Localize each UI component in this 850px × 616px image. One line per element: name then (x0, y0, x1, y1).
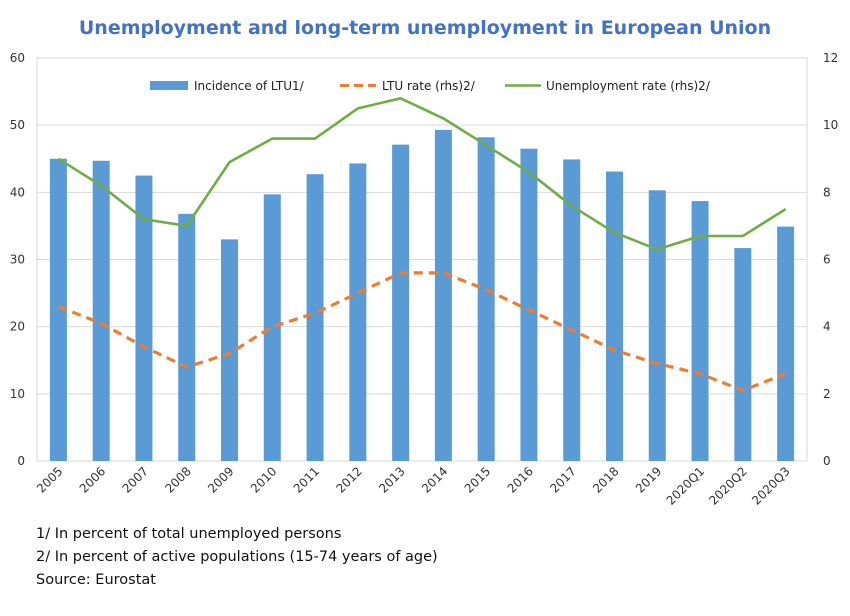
x-axis-tick-label: 2013 (376, 464, 407, 495)
x-axis-tick-label: 2008 (162, 464, 193, 495)
right-axis-tick-label: 0 (823, 454, 831, 468)
left-axis-tick-label: 40 (10, 185, 25, 199)
x-axis-tick-label: 2020Q2 (706, 464, 750, 508)
footnote-1: 1/ In percent of total unemployed person… (36, 526, 341, 542)
x-axis-tick-label: 2017 (547, 464, 578, 495)
bar-2020Q1 (691, 201, 709, 461)
bar-2011 (306, 174, 324, 461)
x-axis-tick-label: 2011 (291, 464, 322, 495)
left-axis-tick-label: 0 (17, 454, 25, 468)
bar-2010 (263, 194, 281, 461)
line-series-group (57, 97, 787, 393)
bar-2009 (221, 239, 238, 461)
x-axis-tick-label: 2006 (77, 464, 108, 495)
footnotes: 1/ In percent of total unemployed person… (36, 526, 438, 588)
left-axis-tick-label: 20 (10, 320, 25, 334)
bar-2006 (92, 160, 110, 461)
bar-2012 (349, 163, 367, 461)
left-axis-tick-labels: 0 10 20 30 40 50 60 (10, 51, 25, 468)
bar-2008 (178, 213, 196, 461)
legend-label-unemployment-rate: Unemployment rate (rhs)2/ (546, 79, 711, 93)
legend-label-incidence-ltu: Incidence of LTU1/ (194, 79, 305, 93)
right-axis-tick-label: 4 (823, 320, 831, 334)
legend: Incidence of LTU1/ LTU rate (rhs)2/ Unem… (150, 79, 711, 93)
x-axis-tick-label: 2020Q3 (749, 464, 793, 508)
bar-2005 (49, 158, 67, 461)
bar-2019 (648, 190, 666, 461)
bar-series-incidence-ltu (49, 129, 795, 462)
x-axis-tick-label: 2015 (462, 464, 493, 495)
right-axis-tick-label: 8 (823, 185, 831, 199)
legend-swatch-incidence-ltu (150, 81, 188, 90)
source-note: Source: Eurostat (36, 572, 156, 588)
x-axis-tick-label: 2014 (419, 464, 450, 495)
x-axis-tick-label: 2007 (120, 464, 151, 495)
left-axis-tick-label: 50 (10, 118, 25, 132)
x-axis-tick-label: 2010 (248, 464, 279, 495)
plot-area-border (36, 57, 808, 462)
right-axis-tick-labels: 0 2 4 6 8 10 12 (823, 51, 838, 468)
right-axis-tick-label: 10 (823, 118, 838, 132)
right-axis-tick-label: 2 (823, 387, 831, 401)
bar-2015 (477, 137, 495, 462)
legend-label-ltu-rate: LTU rate (rhs)2/ (382, 79, 476, 93)
bar-2016 (520, 148, 538, 462)
bar-2014 (434, 129, 452, 461)
right-axis-tick-label: 12 (823, 51, 838, 65)
right-axis-tick-label: 6 (823, 253, 831, 267)
bar-2020Q2 (734, 248, 752, 461)
x-axis-tick-label: 2009 (205, 464, 236, 495)
footnote-2: 2/ In percent of active populations (15-… (36, 549, 438, 565)
gridlines (37, 57, 807, 462)
x-axis-tick-label: 2020Q1 (664, 464, 708, 508)
left-axis-tick-label: 10 (10, 387, 25, 401)
line-ltu-rate (57, 271, 787, 393)
bar-2018 (606, 171, 623, 462)
left-axis-tick-label: 30 (10, 253, 25, 267)
x-axis-tick-label: 2019 (633, 464, 664, 495)
x-axis-tick-label: 2012 (333, 464, 364, 495)
bar-2013 (392, 144, 410, 461)
line-unemployment-rate (57, 97, 787, 251)
x-axis-tick-label: 2018 (590, 464, 621, 495)
left-axis-tick-label: 60 (10, 51, 25, 65)
x-axis-tick-label: 2005 (34, 464, 65, 495)
bar-2017 (563, 159, 581, 461)
bar-2020Q3 (777, 226, 795, 461)
bar-2007 (135, 175, 153, 461)
chart-title: Unemployment and long-term unemployment … (79, 17, 771, 39)
x-axis-tick-label: 2016 (505, 464, 536, 495)
x-axis-tick-labels: 2005 2006 2007 2008 2009 2010 2011 2012 2013 2014… (34, 464, 793, 508)
